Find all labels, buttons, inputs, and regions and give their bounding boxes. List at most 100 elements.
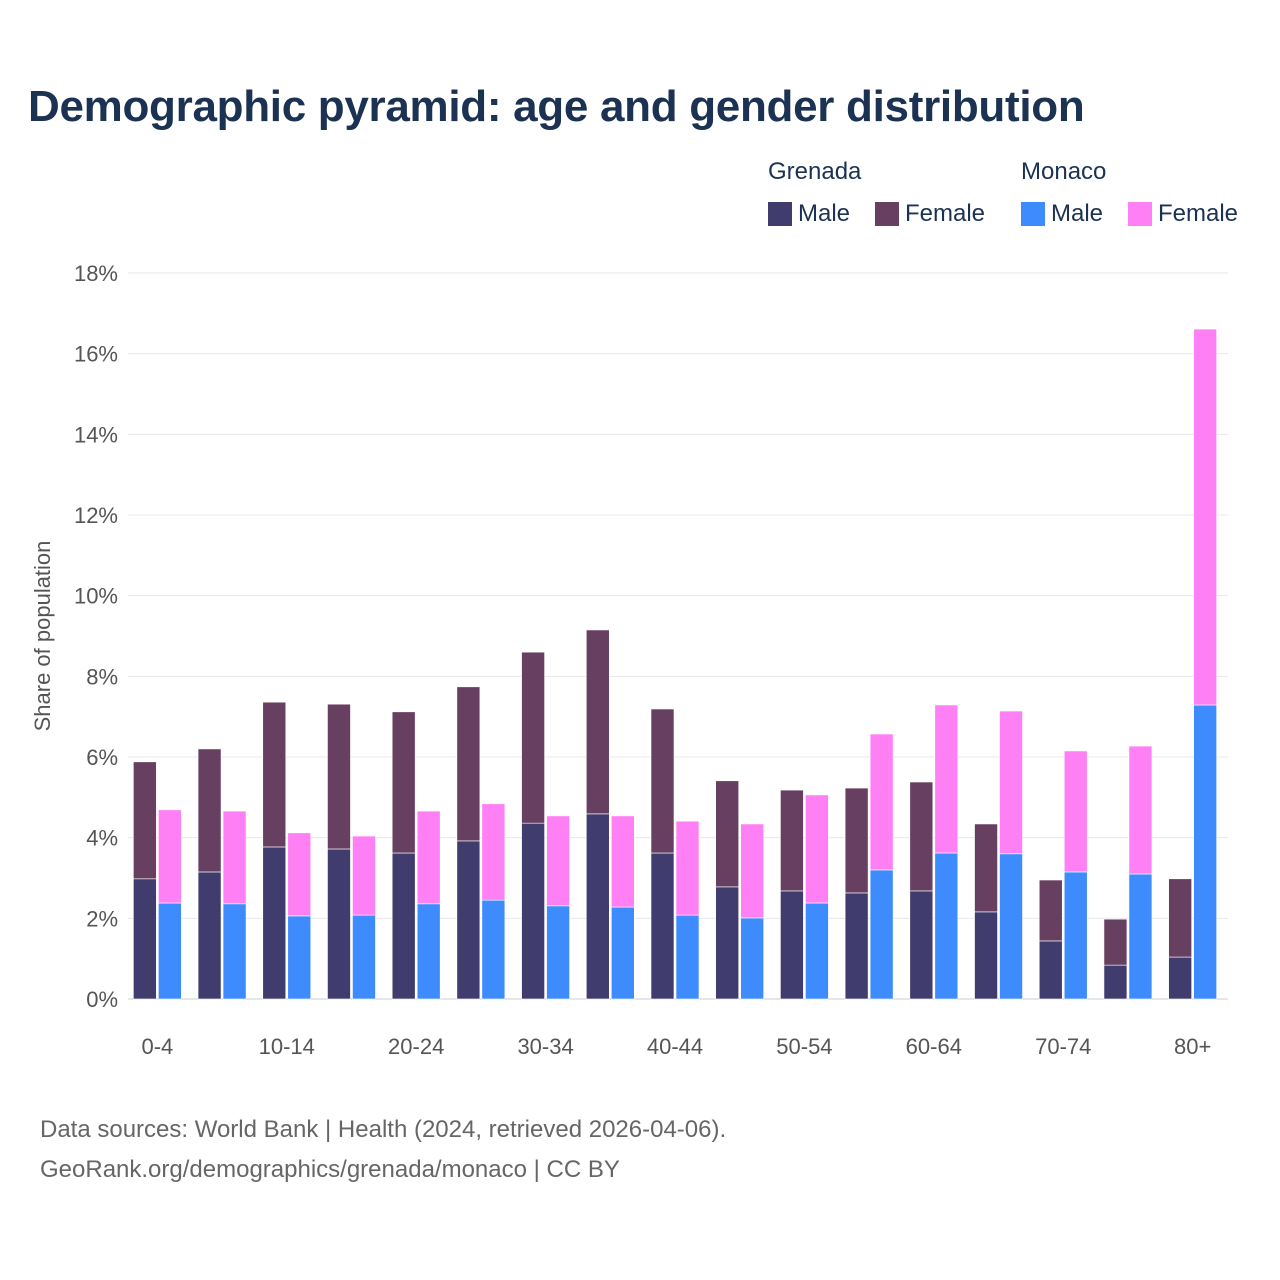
bar-monaco-male-25-29 [481, 899, 506, 1000]
bar-monaco-female-35-39 [610, 815, 635, 908]
bar-monaco-female-0-4 [158, 809, 182, 904]
bar-grenada-male-10-14 [262, 846, 287, 1000]
bar-grenada-male-0-4 [133, 878, 157, 1000]
x-tick-label: 50-54 [776, 1034, 832, 1059]
bar-monaco-male-65-69 [999, 853, 1023, 1000]
y-tick-label: 16% [74, 342, 118, 367]
x-tick-label: 10-14 [259, 1034, 315, 1059]
bar-grenada-female-80+ [1168, 878, 1192, 958]
legend-label: Female [905, 200, 986, 227]
bar-monaco-male-75-79 [1128, 873, 1153, 1000]
bar-grenada-female-75-79 [1103, 918, 1128, 966]
bar-grenada-female-30-34 [521, 651, 545, 824]
bar-monaco-female-25-29 [481, 803, 506, 901]
x-tick-label: 30-34 [517, 1034, 573, 1059]
y-tick-label: 12% [74, 503, 118, 528]
bar-grenada-female-25-29 [456, 686, 481, 842]
bar-grenada-female-10-14 [262, 701, 287, 848]
y-tick-label: 8% [86, 664, 118, 689]
bar-monaco-female-30-34 [546, 815, 570, 907]
x-tick-label: 60-64 [906, 1034, 962, 1059]
bar-monaco-female-50-54 [805, 794, 829, 904]
y-tick-label: 2% [86, 906, 118, 931]
bar-monaco-male-50-54 [805, 902, 829, 1000]
x-tick-label: 0-4 [141, 1034, 173, 1059]
legend-group-monaco: Monaco [1021, 158, 1107, 185]
bar-monaco-female-15-19 [352, 835, 376, 916]
bar-monaco-male-35-39 [610, 906, 635, 1000]
legend-swatch [1021, 202, 1045, 226]
legend-monaco-male: Male [1021, 200, 1103, 228]
bar-monaco-female-80+ [1193, 328, 1217, 706]
bar-monaco-male-0-4 [158, 902, 182, 1000]
y-tick-label: 4% [86, 826, 118, 851]
bar-grenada-male-55-59 [844, 892, 869, 1000]
bar-monaco-female-65-69 [999, 710, 1023, 855]
bar-grenada-female-45-49 [715, 780, 740, 888]
bar-grenada-female-55-59 [844, 787, 869, 894]
bar-grenada-female-35-39 [585, 629, 610, 815]
bar-monaco-female-40-44 [675, 820, 700, 916]
chart-title: Demographic pyramid: age and gender dist… [28, 82, 1085, 131]
bar-grenada-male-80+ [1168, 956, 1192, 1000]
bar-monaco-male-45-49 [740, 917, 765, 1000]
bar-grenada-male-50-54 [780, 890, 804, 1000]
bar-grenada-female-65-69 [974, 823, 998, 913]
legend-group-grenada: Grenada [768, 158, 862, 185]
y-tick-label: 18% [74, 261, 118, 286]
bar-grenada-male-45-49 [715, 886, 740, 1000]
x-tick-label: 70-74 [1035, 1034, 1091, 1059]
bar-grenada-male-35-39 [585, 813, 610, 1000]
bar-grenada-male-40-44 [650, 852, 675, 1000]
bar-grenada-female-70-74 [1038, 879, 1063, 942]
bar-monaco-female-60-64 [934, 704, 959, 854]
footer-attribution: GeoRank.org/demographics/grenada/monaco … [40, 1156, 620, 1183]
bar-grenada-male-70-74 [1038, 940, 1063, 1000]
y-tick-label: 14% [74, 422, 118, 447]
bar-monaco-female-5-9 [222, 810, 247, 905]
bar-grenada-male-20-24 [391, 852, 416, 1000]
legend-label: Female [1158, 200, 1239, 227]
bar-monaco-male-80+ [1193, 704, 1217, 1000]
bar-monaco-male-20-24 [416, 903, 441, 1000]
bar-grenada-male-75-79 [1103, 964, 1128, 1000]
legend-swatch [875, 202, 899, 226]
bar-grenada-female-5-9 [197, 748, 222, 873]
y-tick-label: 10% [74, 584, 118, 609]
bar-grenada-female-50-54 [780, 789, 804, 892]
bar-grenada-male-60-64 [909, 890, 934, 1000]
bar-grenada-male-5-9 [197, 871, 222, 1000]
legend-label: Male [798, 200, 851, 227]
x-tick-label: 40-44 [647, 1034, 703, 1059]
y-tick-label: 6% [86, 745, 118, 770]
bar-grenada-female-40-44 [650, 708, 675, 854]
bar-monaco-male-5-9 [222, 903, 247, 1000]
legend-swatch [1128, 202, 1152, 226]
y-tick-label: 0% [86, 987, 118, 1012]
bar-monaco-female-75-79 [1128, 745, 1153, 875]
bar-grenada-female-0-4 [133, 761, 157, 880]
bar-monaco-male-10-14 [287, 915, 312, 1000]
y-axis-label: Share of population [30, 541, 55, 732]
bar-monaco-female-20-24 [416, 810, 441, 905]
bar-monaco-male-70-74 [1063, 871, 1088, 1000]
legend-monaco-female: Female [1128, 200, 1238, 228]
x-tick-label: 80+ [1174, 1034, 1211, 1059]
legend-grenada-male: Male [768, 200, 850, 228]
legend-grenada-female: Female [875, 200, 985, 228]
bar-grenada-male-15-19 [327, 848, 351, 1000]
bar-grenada-male-25-29 [456, 840, 481, 1000]
bar-grenada-female-60-64 [909, 781, 934, 892]
bar-grenada-male-65-69 [974, 911, 998, 1000]
legend-label: Male [1051, 200, 1104, 227]
bar-monaco-male-40-44 [675, 914, 700, 1000]
bar-monaco-male-60-64 [934, 852, 959, 1000]
bar-grenada-female-20-24 [391, 711, 416, 854]
x-tick-label: 20-24 [388, 1034, 444, 1059]
bar-monaco-female-70-74 [1063, 750, 1088, 873]
bar-monaco-female-45-49 [740, 823, 765, 919]
bar-monaco-male-15-19 [352, 914, 376, 1000]
bar-monaco-male-30-34 [546, 905, 570, 1000]
legend-swatch [768, 202, 792, 226]
